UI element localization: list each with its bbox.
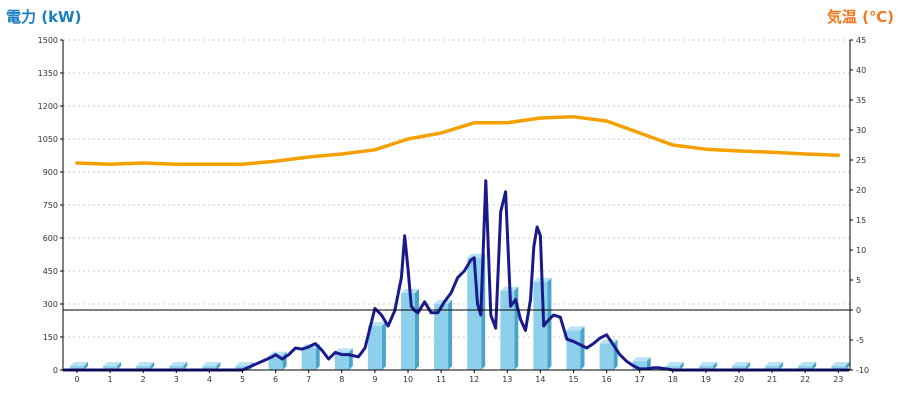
x-tick-label: 23 bbox=[833, 375, 843, 384]
right-tick-label: 10 bbox=[856, 246, 866, 255]
x-tick-label: 5 bbox=[240, 375, 245, 384]
x-tick-label: 8 bbox=[339, 375, 344, 384]
x-tick-label: 21 bbox=[767, 375, 777, 384]
left-tick-label: 600 bbox=[43, 234, 58, 243]
right-tick-label: 15 bbox=[856, 216, 866, 225]
x-tick-label: 22 bbox=[800, 375, 810, 384]
right-tick-label: 35 bbox=[856, 96, 866, 105]
bar bbox=[831, 362, 850, 370]
temperature-line bbox=[75, 115, 841, 166]
left-tick-label: 1350 bbox=[38, 69, 58, 78]
right-tick-label: 20 bbox=[856, 186, 866, 195]
x-tick-label: 9 bbox=[372, 375, 377, 384]
x-tick-label: 11 bbox=[436, 375, 446, 384]
x-tick-label: 2 bbox=[141, 375, 146, 384]
bar bbox=[765, 362, 784, 370]
bar bbox=[70, 362, 88, 370]
x-tick-label: 3 bbox=[174, 375, 179, 384]
x-tick-label: 13 bbox=[502, 375, 512, 384]
bar bbox=[632, 357, 651, 370]
right-tick-label: 45 bbox=[856, 36, 866, 45]
grid-layer bbox=[63, 39, 850, 338]
bar bbox=[169, 362, 188, 370]
bar bbox=[798, 362, 817, 370]
left-tick-label: 1500 bbox=[38, 36, 58, 45]
bar bbox=[334, 348, 353, 370]
x-tick-label: 6 bbox=[273, 375, 278, 384]
bar bbox=[599, 339, 618, 370]
x-tick-label: 20 bbox=[734, 375, 744, 384]
bar bbox=[367, 322, 386, 370]
left-tick-label: 750 bbox=[43, 201, 58, 210]
right-tick-label: 25 bbox=[856, 156, 866, 165]
right-tick-label: -10 bbox=[856, 366, 869, 375]
bar bbox=[698, 362, 717, 370]
right-tick-label: 0 bbox=[856, 306, 861, 315]
x-tick-label: 16 bbox=[602, 375, 612, 384]
x-tick-label: 4 bbox=[207, 375, 212, 384]
x-tick-label: 18 bbox=[668, 375, 678, 384]
bar bbox=[202, 362, 221, 370]
x-tick-label: 7 bbox=[306, 375, 311, 384]
bar bbox=[136, 362, 155, 370]
x-tick-label: 12 bbox=[469, 375, 479, 384]
left-tick-label: 1200 bbox=[38, 102, 58, 111]
bar bbox=[103, 362, 122, 370]
power-line bbox=[62, 179, 850, 372]
left-axis-title: 電力 (kW) bbox=[6, 8, 81, 26]
right-axis-title: 気温 (℃) bbox=[827, 8, 894, 26]
right-tick-label: 30 bbox=[856, 126, 866, 135]
bar bbox=[434, 300, 453, 370]
right-tick-label: -5 bbox=[856, 336, 864, 345]
bar bbox=[566, 326, 585, 370]
right-tick-label: 5 bbox=[856, 276, 861, 285]
bar bbox=[732, 362, 750, 370]
power-bars bbox=[70, 253, 850, 370]
left-tick-label: 0 bbox=[53, 366, 58, 375]
x-tick-label: 1 bbox=[108, 375, 113, 384]
left-tick-label: 450 bbox=[43, 267, 58, 276]
line-layer bbox=[62, 115, 850, 372]
x-tick-label: 17 bbox=[635, 375, 645, 384]
x-tick-label: 15 bbox=[568, 375, 578, 384]
left-tick-label: 150 bbox=[43, 333, 58, 342]
x-tick-label: 14 bbox=[535, 375, 545, 384]
left-tick-label: 1050 bbox=[38, 135, 58, 144]
tick-labels: 01503004506007509001050120013501500-10-5… bbox=[38, 36, 869, 384]
x-tick-label: 0 bbox=[74, 375, 79, 384]
axes bbox=[60, 39, 853, 373]
left-tick-label: 900 bbox=[43, 168, 58, 177]
right-tick-label: 40 bbox=[856, 66, 866, 75]
x-tick-label: 19 bbox=[701, 375, 711, 384]
x-tick-label: 10 bbox=[403, 375, 413, 384]
left-tick-label: 300 bbox=[43, 300, 58, 309]
bar bbox=[665, 362, 684, 370]
bar bbox=[500, 286, 519, 370]
